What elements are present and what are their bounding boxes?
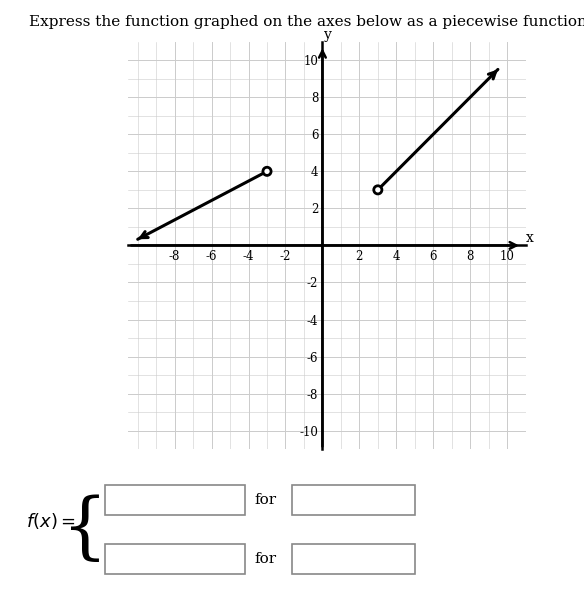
FancyBboxPatch shape xyxy=(105,544,245,574)
Text: for: for xyxy=(254,493,276,507)
Text: $f(x) =$: $f(x) =$ xyxy=(26,511,76,531)
FancyBboxPatch shape xyxy=(292,544,415,574)
Text: Express the function graphed on the axes below as a piecewise function.: Express the function graphed on the axes… xyxy=(29,15,584,29)
Text: x: x xyxy=(526,231,533,245)
Text: {: { xyxy=(62,494,107,565)
Circle shape xyxy=(374,186,382,194)
Circle shape xyxy=(263,167,271,176)
FancyBboxPatch shape xyxy=(292,486,415,515)
Text: y: y xyxy=(324,27,332,42)
FancyBboxPatch shape xyxy=(105,486,245,515)
Text: for: for xyxy=(254,552,276,566)
